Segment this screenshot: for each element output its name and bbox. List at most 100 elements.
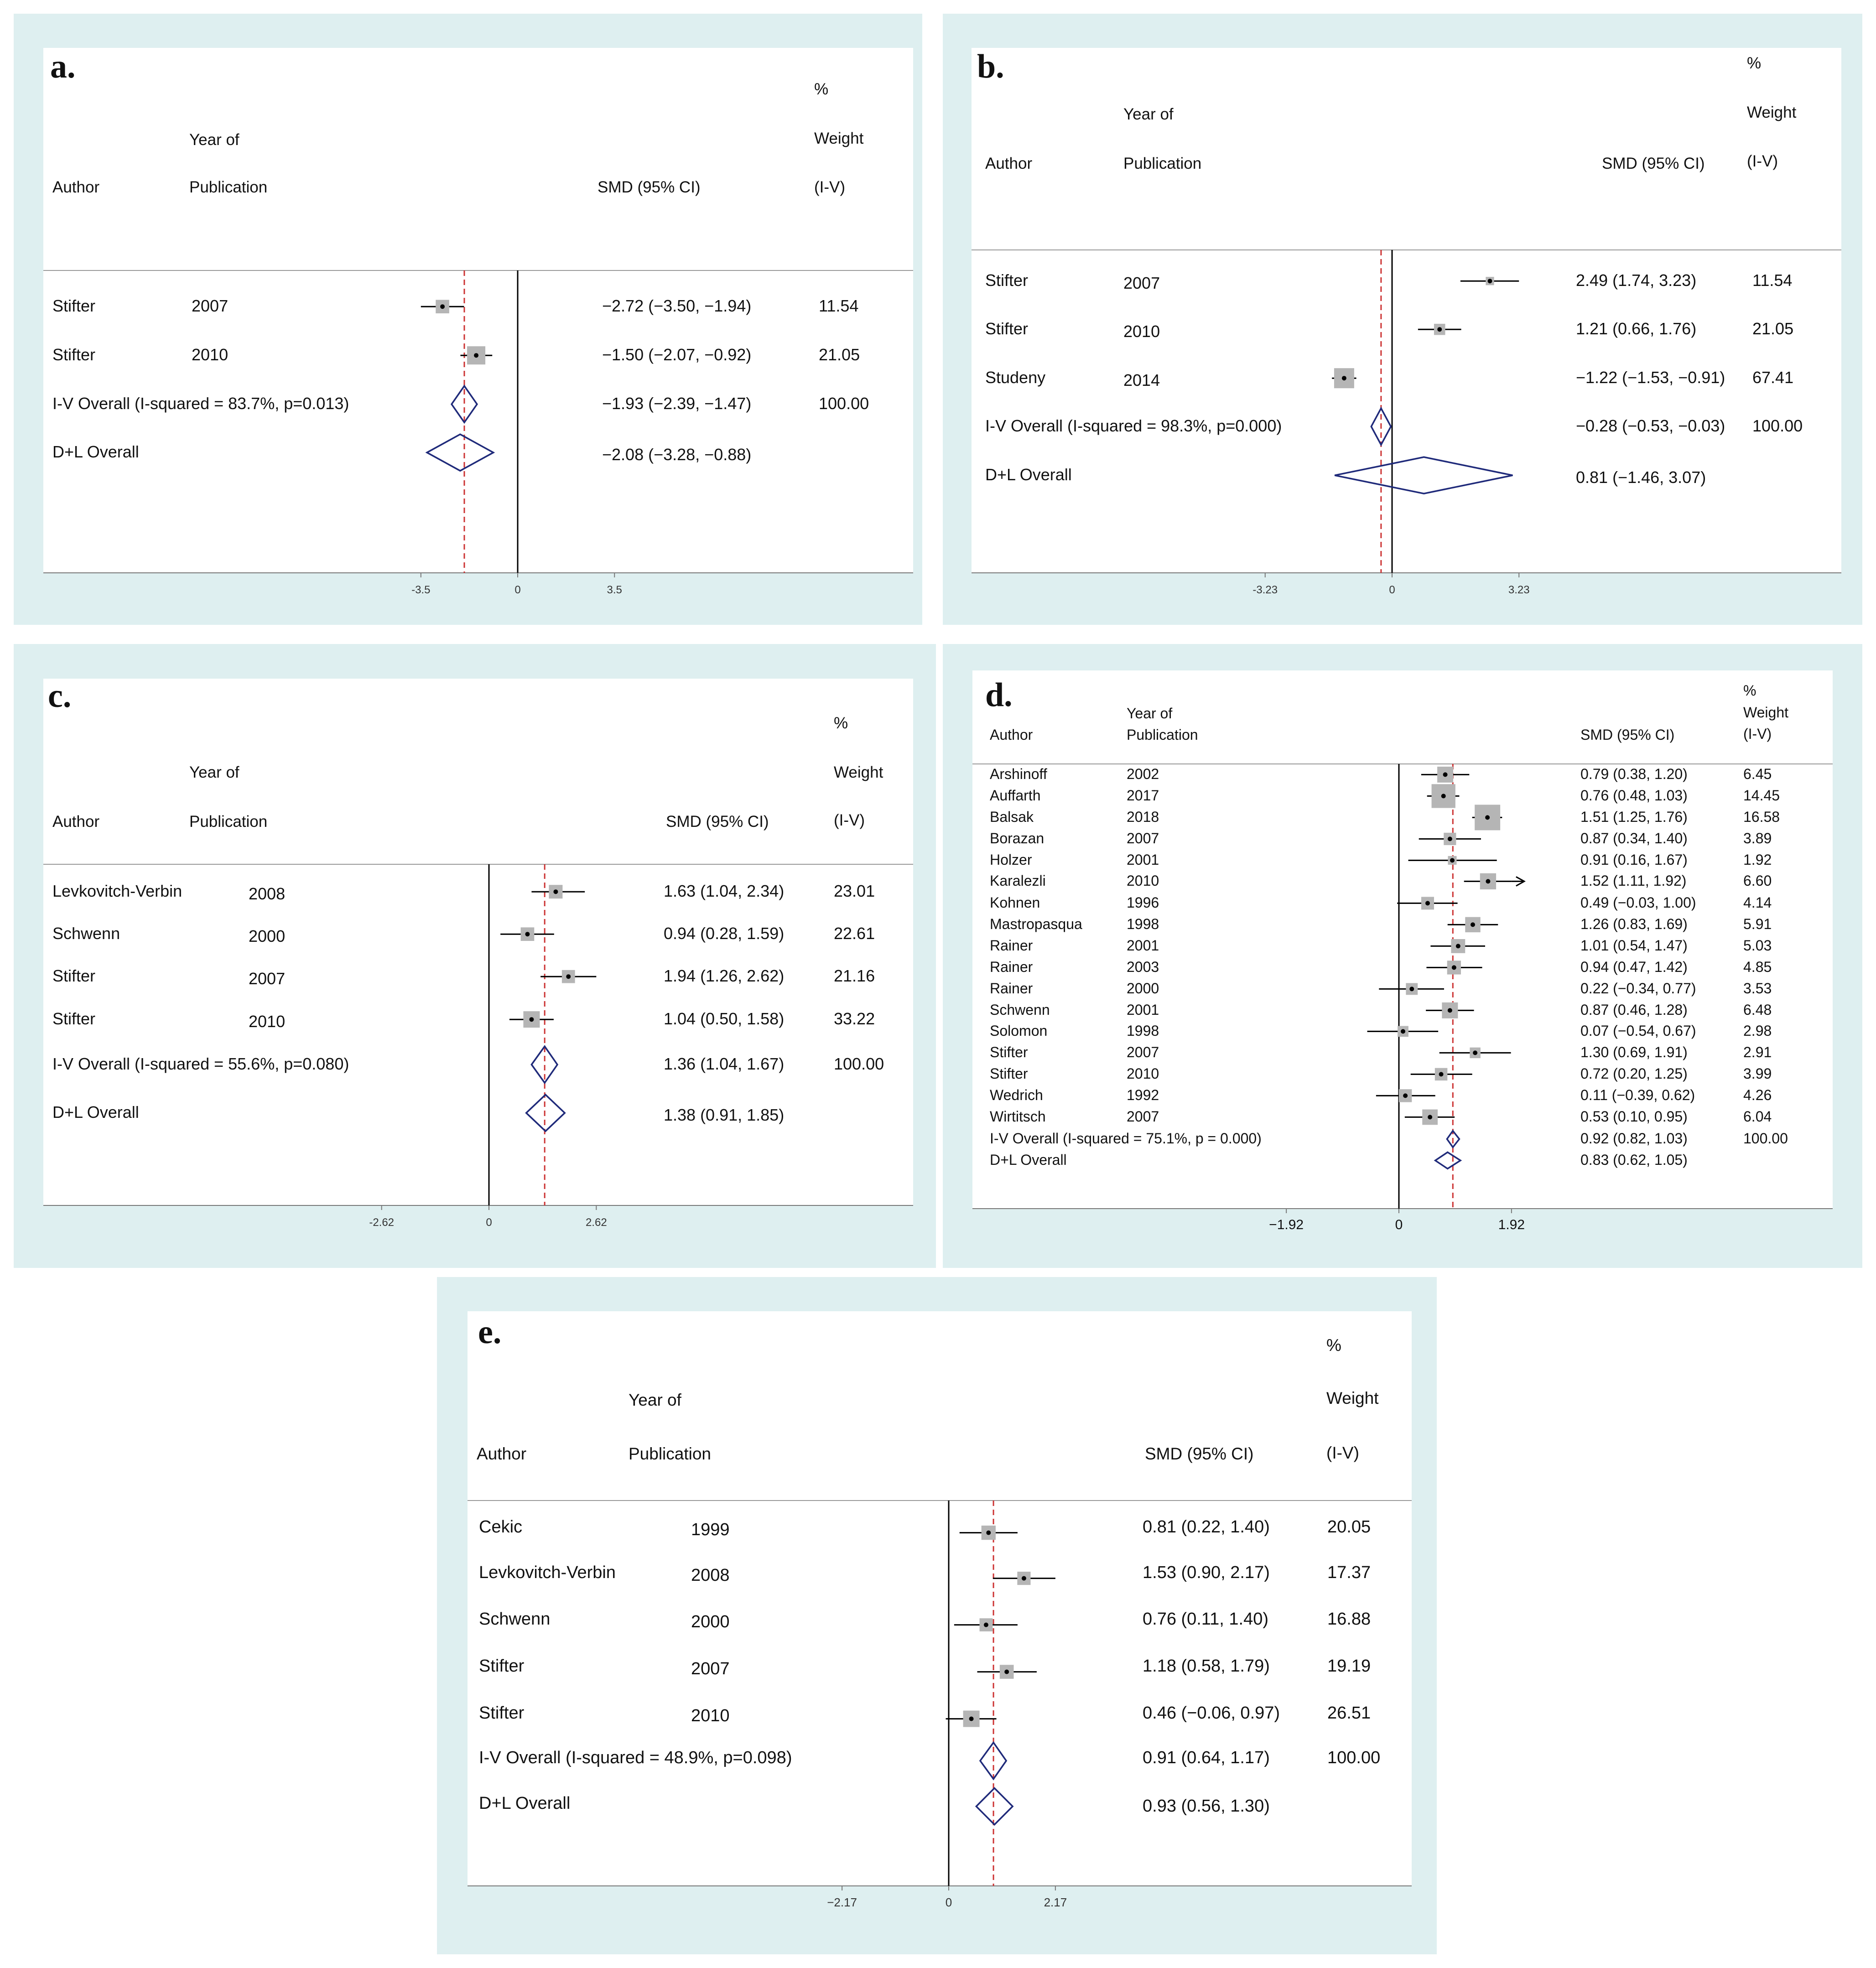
study-point <box>983 1622 988 1627</box>
study-smd-ci: 1.30 (0.69, 1.91) <box>1580 1044 1688 1060</box>
x-tick-label: -2.62 <box>369 1216 394 1229</box>
study-point <box>1403 1093 1408 1098</box>
study-author: Stifter <box>479 1703 525 1723</box>
study-author: Levkovitch-Verbin <box>52 882 182 900</box>
study-year: 2010 <box>1127 872 1159 889</box>
dl-overall-label: D+L Overall <box>985 465 1072 484</box>
dl-overall-label: D+L Overall <box>52 1103 139 1122</box>
header-weight-line1: % <box>1326 1336 1341 1355</box>
study-point <box>1021 1576 1026 1581</box>
study-author: Stifter <box>985 319 1028 338</box>
overall-smd-ci: 1.36 (1.04, 1.67) <box>664 1054 784 1073</box>
dl-overall-label: D+L Overall <box>990 1152 1067 1168</box>
study-point <box>1473 1050 1478 1055</box>
study-smd-ci: 1.04 (0.50, 1.58) <box>664 1009 784 1028</box>
study-author: Rainer <box>990 937 1033 954</box>
study-smd-ci: 0.79 (0.38, 1.20) <box>1580 766 1688 782</box>
iv-overall-diamond <box>530 1045 559 1085</box>
study-weight: 33.22 <box>834 1009 875 1028</box>
study-author: Kohnen <box>990 894 1040 911</box>
study-author: Stifter <box>479 1656 525 1676</box>
iv-overall-diamond <box>1446 1129 1460 1149</box>
iv-overall-label: I-V Overall (I-squared = 98.3%, p=0.000) <box>985 416 1282 435</box>
study-smd-ci: 1.51 (1.25, 1.76) <box>1580 809 1688 825</box>
study-point <box>1401 1029 1405 1034</box>
x-tick-label: 2.62 <box>586 1216 607 1229</box>
study-smd-ci: 1.18 (0.58, 1.79) <box>1143 1656 1270 1676</box>
study-smd-ci: 0.49 (−0.03, 1.00) <box>1580 894 1696 911</box>
study-weight: 2.98 <box>1743 1023 1772 1039</box>
study-point <box>440 304 445 309</box>
study-author: Studeny <box>985 368 1045 387</box>
study-point <box>1455 944 1460 949</box>
header-weight-line2: Weight <box>834 763 883 781</box>
overall-weight: 100.00 <box>1327 1748 1380 1767</box>
panel-label: e. <box>478 1314 501 1351</box>
study-year: 2002 <box>1127 766 1159 782</box>
study-point <box>1450 858 1455 863</box>
plot-area <box>972 48 1841 573</box>
study-year: 1999 <box>691 1520 730 1539</box>
study-weight: 21.05 <box>1752 319 1793 338</box>
study-year: 2001 <box>1127 852 1159 868</box>
overall-smd-ci: 0.81 (−1.46, 3.07) <box>1576 468 1706 487</box>
study-author: Holzer <box>990 852 1032 868</box>
panel-label: c. <box>48 677 71 715</box>
header-author: Author <box>477 1444 526 1463</box>
study-point <box>1451 965 1456 970</box>
header-year-line2: Publication <box>629 1444 711 1463</box>
dl-overall-diamond <box>1334 456 1513 494</box>
study-point <box>1425 901 1430 906</box>
study-smd-ci: 1.21 (0.66, 1.76) <box>1576 319 1696 338</box>
study-smd-ci: 1.94 (1.26, 2.62) <box>664 966 784 985</box>
study-weight: 26.51 <box>1327 1703 1371 1723</box>
study-author: Wirtitsch <box>990 1108 1046 1125</box>
study-author: Arshinoff <box>990 766 1047 782</box>
study-point <box>1004 1669 1009 1674</box>
study-year: 2007 <box>691 1659 730 1678</box>
study-weight: 6.04 <box>1743 1108 1772 1125</box>
study-year: 2000 <box>1127 980 1159 997</box>
study-smd-ci: 2.49 (1.74, 3.23) <box>1576 271 1696 290</box>
dl-overall-diamond <box>425 433 495 472</box>
x-tick-label: 3.23 <box>1508 584 1530 596</box>
x-tick-label: 1.92 <box>1498 1217 1525 1232</box>
study-author: Mastropasqua <box>990 916 1082 932</box>
overall-smd-ci: −1.93 (−2.39, −1.47) <box>602 394 751 413</box>
x-tick-label: 0 <box>486 1216 492 1229</box>
study-author: Stifter <box>52 966 95 985</box>
study-weight: 4.85 <box>1743 959 1772 975</box>
study-point <box>969 1716 974 1721</box>
study-weight: 1.92 <box>1743 852 1772 868</box>
study-smd-ci: 0.81 (0.22, 1.40) <box>1143 1517 1270 1537</box>
study-year: 2007 <box>1127 1044 1159 1060</box>
header-weight-line3: (I-V) <box>1743 726 1772 742</box>
study-author: Stifter <box>52 345 95 364</box>
study-year: 2010 <box>192 345 228 364</box>
header-weight-line2: Weight <box>1743 704 1788 721</box>
iv-overall-label: I-V Overall (I-squared = 48.9%, p=0.098) <box>479 1748 792 1767</box>
study-author: Schwenn <box>479 1610 550 1629</box>
study-author: Karalezli <box>990 872 1046 889</box>
dl-overall-diamond <box>1434 1151 1462 1170</box>
header-weight-line3: (I-V) <box>814 178 845 196</box>
study-author: Rainer <box>990 959 1033 975</box>
study-smd-ci: 0.94 (0.28, 1.59) <box>664 924 784 943</box>
study-point <box>1341 376 1346 381</box>
header-year-line1: Year of <box>1123 105 1174 123</box>
header-weight-line1: % <box>1747 54 1761 72</box>
study-weight: 2.91 <box>1743 1044 1772 1060</box>
study-year: 2007 <box>1127 1108 1159 1125</box>
panel-label: d. <box>985 676 1013 714</box>
study-weight: 3.99 <box>1743 1065 1772 1082</box>
study-smd-ci: 0.91 (0.16, 1.67) <box>1580 852 1688 868</box>
study-author: Stifter <box>52 1009 95 1028</box>
x-tick-label: 3.5 <box>607 584 622 596</box>
study-smd-ci: 0.87 (0.46, 1.28) <box>1580 1002 1688 1018</box>
x-tick-label: 0 <box>1395 1217 1403 1232</box>
header-weight-line2: Weight <box>1326 1389 1379 1407</box>
study-author: Auffarth <box>990 787 1040 804</box>
x-tick-label: 0 <box>946 1895 952 1909</box>
study-year: 2010 <box>249 1012 285 1031</box>
x-tick-label: −2.17 <box>827 1895 857 1909</box>
